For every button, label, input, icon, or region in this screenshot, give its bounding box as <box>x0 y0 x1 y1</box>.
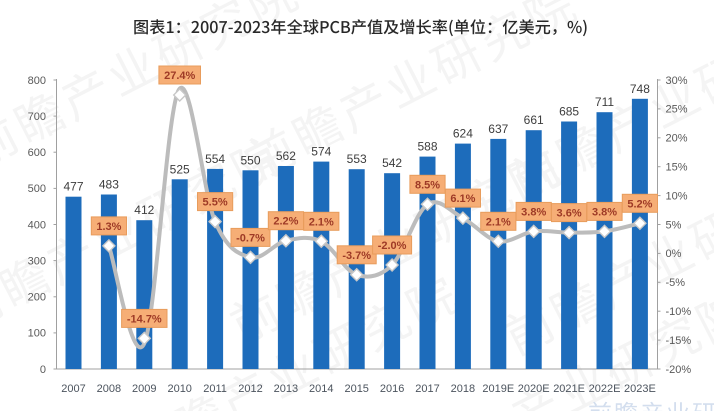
svg-text:711: 711 <box>595 95 614 109</box>
svg-text:637: 637 <box>488 122 508 136</box>
svg-text:2007: 2007 <box>61 383 85 395</box>
svg-text:2015: 2015 <box>344 383 368 395</box>
svg-text:0%: 0% <box>666 248 682 260</box>
svg-text:5.2%: 5.2% <box>627 198 652 210</box>
svg-text:2010: 2010 <box>167 383 191 395</box>
svg-text:5.5%: 5.5% <box>203 197 228 209</box>
svg-text:2019E: 2019E <box>482 383 514 395</box>
svg-text:2016: 2016 <box>380 383 404 395</box>
svg-text:624: 624 <box>453 127 473 141</box>
svg-text:-5%: -5% <box>666 277 686 289</box>
svg-text:542: 542 <box>382 156 402 170</box>
svg-text:-10%: -10% <box>666 306 692 318</box>
svg-text:15%: 15% <box>666 162 688 174</box>
svg-text:2.2%: 2.2% <box>273 216 298 228</box>
svg-text:0: 0 <box>40 364 46 376</box>
svg-text:2021E: 2021E <box>553 383 585 395</box>
svg-text:562: 562 <box>276 149 296 163</box>
svg-text:20%: 20% <box>666 133 688 145</box>
svg-text:5%: 5% <box>666 219 682 231</box>
svg-text:588: 588 <box>417 140 437 154</box>
svg-text:-15%: -15% <box>666 335 692 347</box>
svg-text:574: 574 <box>311 145 331 159</box>
svg-text:3.8%: 3.8% <box>521 206 546 218</box>
svg-text:27.4%: 27.4% <box>164 70 195 82</box>
svg-text:-3.7%: -3.7% <box>342 250 371 262</box>
svg-text:-2.0%: -2.0% <box>378 240 407 252</box>
svg-text:2.1%: 2.1% <box>309 216 334 228</box>
svg-text:-20%: -20% <box>666 364 692 376</box>
svg-text:748: 748 <box>630 82 650 96</box>
svg-text:30%: 30% <box>666 75 688 87</box>
svg-text:25%: 25% <box>666 104 688 116</box>
svg-text:2022E: 2022E <box>589 383 621 395</box>
svg-text:700: 700 <box>28 111 46 123</box>
svg-text:-14.7%: -14.7% <box>127 313 162 325</box>
svg-text:2008: 2008 <box>97 383 121 395</box>
svg-text:200: 200 <box>28 292 46 304</box>
svg-text:2013: 2013 <box>274 383 298 395</box>
svg-text:2017: 2017 <box>415 383 439 395</box>
svg-text:1.3%: 1.3% <box>96 221 121 233</box>
svg-text:100: 100 <box>28 328 46 340</box>
svg-text:2023E: 2023E <box>624 383 656 395</box>
svg-text:6.1%: 6.1% <box>450 193 475 205</box>
svg-text:553: 553 <box>347 152 367 166</box>
svg-text:2009: 2009 <box>132 383 156 395</box>
svg-text:8.5%: 8.5% <box>415 179 440 191</box>
svg-text:3.8%: 3.8% <box>592 206 617 218</box>
svg-text:412: 412 <box>134 203 154 217</box>
svg-text:685: 685 <box>559 105 579 119</box>
svg-text:500: 500 <box>28 183 46 195</box>
svg-text:-0.7%: -0.7% <box>236 232 265 244</box>
svg-text:477: 477 <box>63 180 83 194</box>
svg-text:661: 661 <box>524 113 544 127</box>
svg-text:2020E: 2020E <box>518 383 550 395</box>
svg-text:554: 554 <box>205 152 225 166</box>
svg-text:2.1%: 2.1% <box>486 216 511 228</box>
svg-text:800: 800 <box>28 75 46 87</box>
svg-text:600: 600 <box>28 147 46 159</box>
svg-text:483: 483 <box>99 178 119 192</box>
svg-text:2011: 2011 <box>203 383 227 395</box>
svg-text:3.6%: 3.6% <box>557 208 582 220</box>
svg-text:10%: 10% <box>666 190 688 202</box>
svg-text:525: 525 <box>170 162 190 176</box>
svg-text:400: 400 <box>28 219 46 231</box>
svg-text:2014: 2014 <box>309 383 333 395</box>
svg-text:2018: 2018 <box>451 383 475 395</box>
svg-text:550: 550 <box>240 153 260 167</box>
svg-text:300: 300 <box>28 255 46 267</box>
svg-text:2012: 2012 <box>238 383 262 395</box>
